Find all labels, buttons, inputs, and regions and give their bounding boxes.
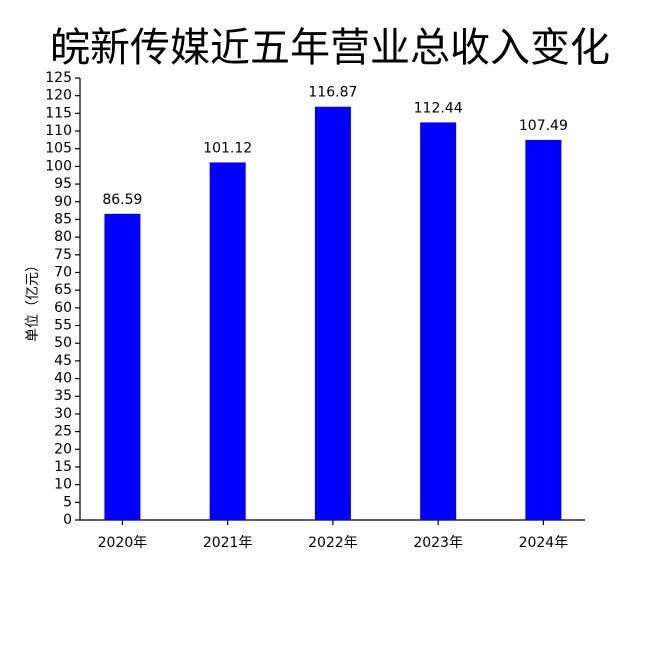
y-tick-label: 100 <box>45 158 72 174</box>
bar <box>104 213 141 521</box>
y-axis-label: 单位（亿元） <box>25 258 41 342</box>
y-tick-label: 110 <box>45 123 72 139</box>
y-tick-label: 15 <box>54 459 72 475</box>
y-tick-label: 120 <box>45 88 72 104</box>
x-tick-label: 2024年 <box>519 535 569 551</box>
y-tick-label: 75 <box>54 247 72 263</box>
data-label: 112.44 <box>414 100 463 116</box>
y-tick-label: 25 <box>54 424 72 440</box>
data-label: 116.87 <box>308 85 357 101</box>
y-tick-label: 55 <box>54 318 72 334</box>
data-label: 107.49 <box>519 118 568 134</box>
y-tick-label: 40 <box>54 371 72 387</box>
y-tick-label: 60 <box>54 300 72 316</box>
y-tick-label: 65 <box>54 282 72 298</box>
bar <box>314 106 351 520</box>
y-tick-label: 105 <box>45 141 72 157</box>
y-tick-label: 70 <box>54 264 72 280</box>
y-tick-label: 10 <box>54 477 72 493</box>
y-tick-label: 30 <box>54 406 72 422</box>
y-tick-label: 50 <box>54 335 72 351</box>
data-label: 86.59 <box>102 192 142 208</box>
x-tick-label: 2022年 <box>308 535 358 551</box>
x-tick-label: 2023年 <box>413 535 463 551</box>
y-tick-label: 5 <box>63 494 72 510</box>
y-tick-label: 95 <box>54 176 72 192</box>
bar <box>209 162 246 520</box>
chart-title: 皖新传媒近五年营业总收入变化 <box>50 25 610 71</box>
y-tick-label: 90 <box>54 194 72 210</box>
y-tick-label: 20 <box>54 441 72 457</box>
bar <box>525 139 562 521</box>
x-tick-label: 2020年 <box>98 535 148 551</box>
y-tick-label: 125 <box>45 70 72 86</box>
y-tick-label: 85 <box>54 211 72 227</box>
bar <box>420 122 457 520</box>
data-label: 101.12 <box>203 140 252 156</box>
y-tick-label: 0 <box>63 512 72 528</box>
y-tick-label: 45 <box>54 353 72 369</box>
y-tick-label: 35 <box>54 388 72 404</box>
x-tick-label: 2021年 <box>203 535 253 551</box>
y-tick-label: 80 <box>54 229 72 245</box>
y-tick-label: 115 <box>45 105 72 121</box>
